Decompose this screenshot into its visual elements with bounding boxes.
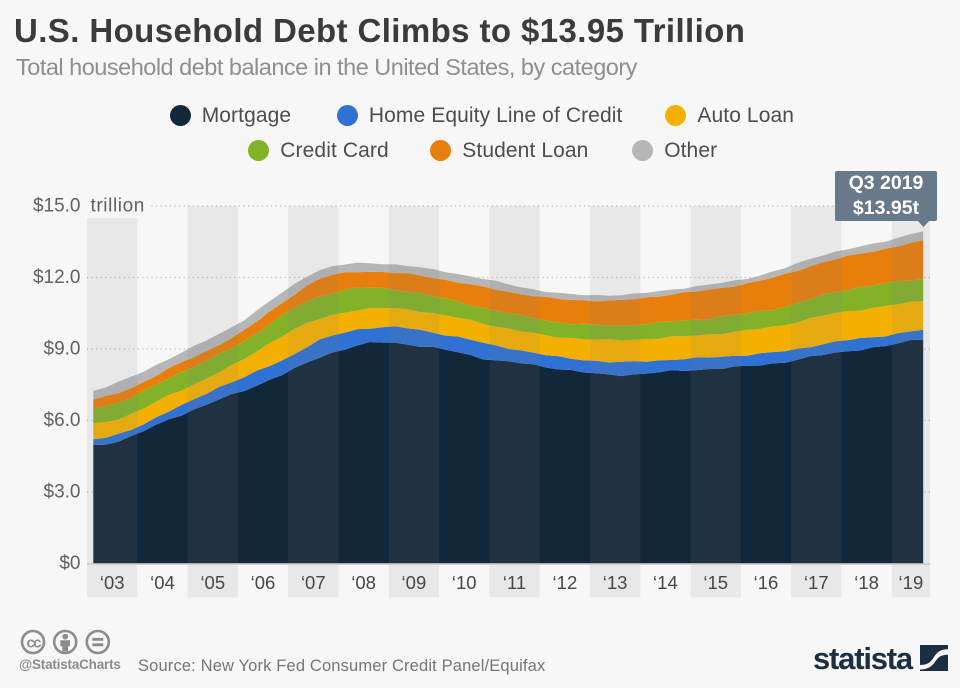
svg-text:$6.0: $6.0 <box>44 410 81 431</box>
svg-text:‘13: ‘13 <box>603 572 628 593</box>
svg-text:$12.0: $12.0 <box>33 267 81 288</box>
svg-text:‘03: ‘03 <box>100 572 125 593</box>
svg-text:‘16: ‘16 <box>754 572 779 593</box>
svg-text:‘09: ‘09 <box>402 572 427 593</box>
svg-text:‘11: ‘11 <box>503 572 526 593</box>
svg-text:$9.0: $9.0 <box>44 339 81 360</box>
svg-text:$3.0: $3.0 <box>44 482 81 503</box>
svg-text:statista: statista <box>813 641 914 674</box>
svg-text:‘19: ‘19 <box>899 572 924 593</box>
svg-text:‘15: ‘15 <box>703 572 728 593</box>
svg-text:$0: $0 <box>59 553 80 574</box>
svg-text:‘10: ‘10 <box>452 572 477 593</box>
svg-text:‘07: ‘07 <box>301 572 326 593</box>
svg-text:‘12: ‘12 <box>553 572 578 593</box>
svg-text:$15.0: $15.0 <box>33 196 81 217</box>
svg-text:trillion: trillion <box>91 196 145 217</box>
svg-text:‘14: ‘14 <box>653 572 678 593</box>
svg-text:cc: cc <box>26 634 41 651</box>
svg-text:‘05: ‘05 <box>200 572 225 593</box>
svg-text:‘08: ‘08 <box>351 572 376 593</box>
svg-text:‘17: ‘17 <box>804 572 829 593</box>
svg-text:‘18: ‘18 <box>854 572 879 593</box>
svg-text:‘04: ‘04 <box>150 572 175 593</box>
svg-text:‘06: ‘06 <box>251 572 276 593</box>
